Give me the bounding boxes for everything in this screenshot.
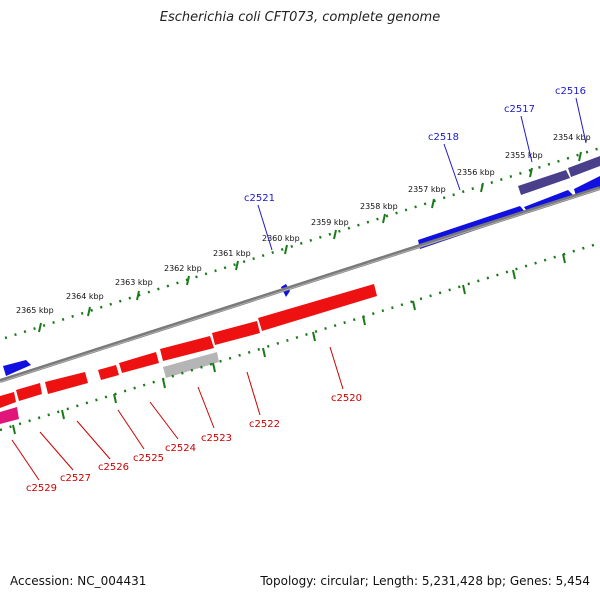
scale-labels: 2354 kbp 2355 kbp 2356 kbp 2357 kbp 2358… xyxy=(16,133,591,315)
gene-c2519 xyxy=(518,170,570,195)
gene-label-c2525: c2525 xyxy=(133,453,164,464)
gene-c2529 xyxy=(0,407,19,424)
gene-label-c2524: c2524 xyxy=(165,443,196,454)
scale-label: 2357 kbp xyxy=(408,185,446,194)
genome-backbone xyxy=(0,186,600,383)
gene-c2524 xyxy=(160,336,214,361)
gene-label-c2529: c2529 xyxy=(26,483,57,494)
scale-label: 2360 kbp xyxy=(262,234,300,243)
scale-label: 2354 kbp xyxy=(553,133,591,142)
gene-c2522 xyxy=(212,321,260,345)
scale-label: 2356 kbp xyxy=(457,168,495,177)
gene-label-c2520: c2520 xyxy=(331,393,362,404)
scale-label: 2358 kbp xyxy=(360,202,398,211)
gene-label-c2518: c2518 xyxy=(428,132,459,143)
gene-c2523 xyxy=(163,352,219,378)
reverse-strand-genes xyxy=(0,284,377,424)
gene-c2528 xyxy=(16,383,42,401)
gene-c2526 xyxy=(98,365,119,380)
forward-strand-genes xyxy=(3,156,600,376)
gene-label-c2516: c2516 xyxy=(555,86,586,97)
gene-c2520 xyxy=(258,284,377,331)
forward-gene-labels: c2516 c2517 c2518 c2521 xyxy=(244,86,586,204)
gene-label-c2521: c2521 xyxy=(244,193,275,204)
gene-c2525 xyxy=(119,352,159,373)
gene-label-c2517: c2517 xyxy=(504,104,535,115)
scale-label: 2365 kbp xyxy=(16,306,54,315)
gene-c2515 xyxy=(568,156,600,177)
reverse-gene-labels: c2520 c2522 c2523 c2524 c2525 c2526 c252… xyxy=(26,393,362,494)
gene-label-c2522: c2522 xyxy=(249,419,280,430)
map-title: Escherichia coli CFT073, complete genome xyxy=(159,10,441,25)
scale-label: 2364 kbp xyxy=(66,292,104,301)
scale-label: 2361 kbp xyxy=(213,249,251,258)
outer-tick-track xyxy=(4,146,600,340)
scale-label: 2363 kbp xyxy=(115,278,153,287)
gene-label-c2527: c2527 xyxy=(60,473,91,484)
gene-c2527 xyxy=(45,372,88,394)
gene-c2530 xyxy=(0,392,16,408)
inner-tick-track xyxy=(0,241,600,435)
scale-label: 2355 kbp xyxy=(505,151,543,160)
accession-text: Accession: NC_004431 xyxy=(10,574,147,588)
gene-label-c2523: c2523 xyxy=(201,433,232,444)
gene-left-blue xyxy=(3,360,31,376)
scale-label: 2359 kbp xyxy=(311,218,349,227)
scale-label: 2362 kbp xyxy=(164,264,202,273)
gene-c2516 xyxy=(574,176,600,196)
genome-summary-text: Topology: circular; Length: 5,231,428 bp… xyxy=(260,574,590,588)
label-leaders xyxy=(11,97,587,481)
gene-label-c2526: c2526 xyxy=(98,462,129,473)
